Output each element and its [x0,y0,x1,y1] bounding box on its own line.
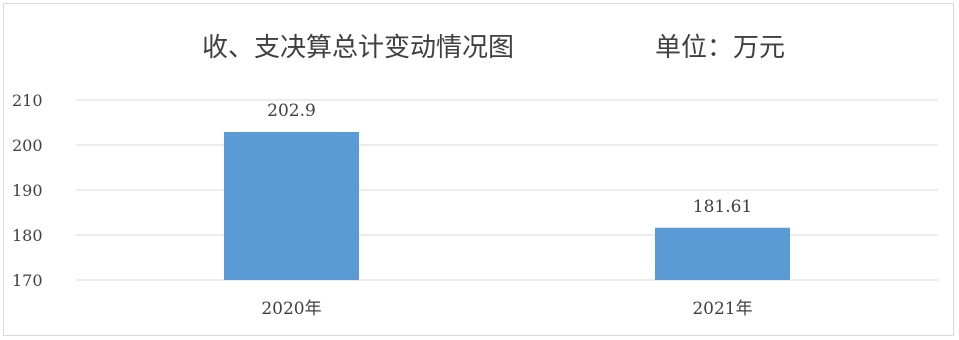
grid-lines [76,99,938,281]
bar-2021年 [655,227,790,280]
x-axis-category-labels: 2020年 2021年 [261,299,752,319]
chart-unit-label: 单位：万元 [655,33,785,63]
data-labels: 202.9 181.61 [267,101,752,217]
bar-value-label: 202.9 [267,101,316,121]
chart-title: 收、支决算总计变动情况图 [202,33,514,63]
y-tick-label: 180 [12,226,43,245]
y-tick-label: 190 [12,181,43,200]
bars [224,131,790,280]
bar-2020年 [224,131,359,280]
y-axis-tick-labels: 170 180 190 200 210 [12,91,43,290]
x-category-label: 2021年 [692,299,752,319]
x-category-label: 2020年 [261,299,321,319]
bar-value-label: 181.61 [693,197,752,217]
y-tick-label: 170 [12,271,43,290]
y-tick-label: 200 [12,136,43,155]
y-tick-label: 210 [12,91,43,110]
